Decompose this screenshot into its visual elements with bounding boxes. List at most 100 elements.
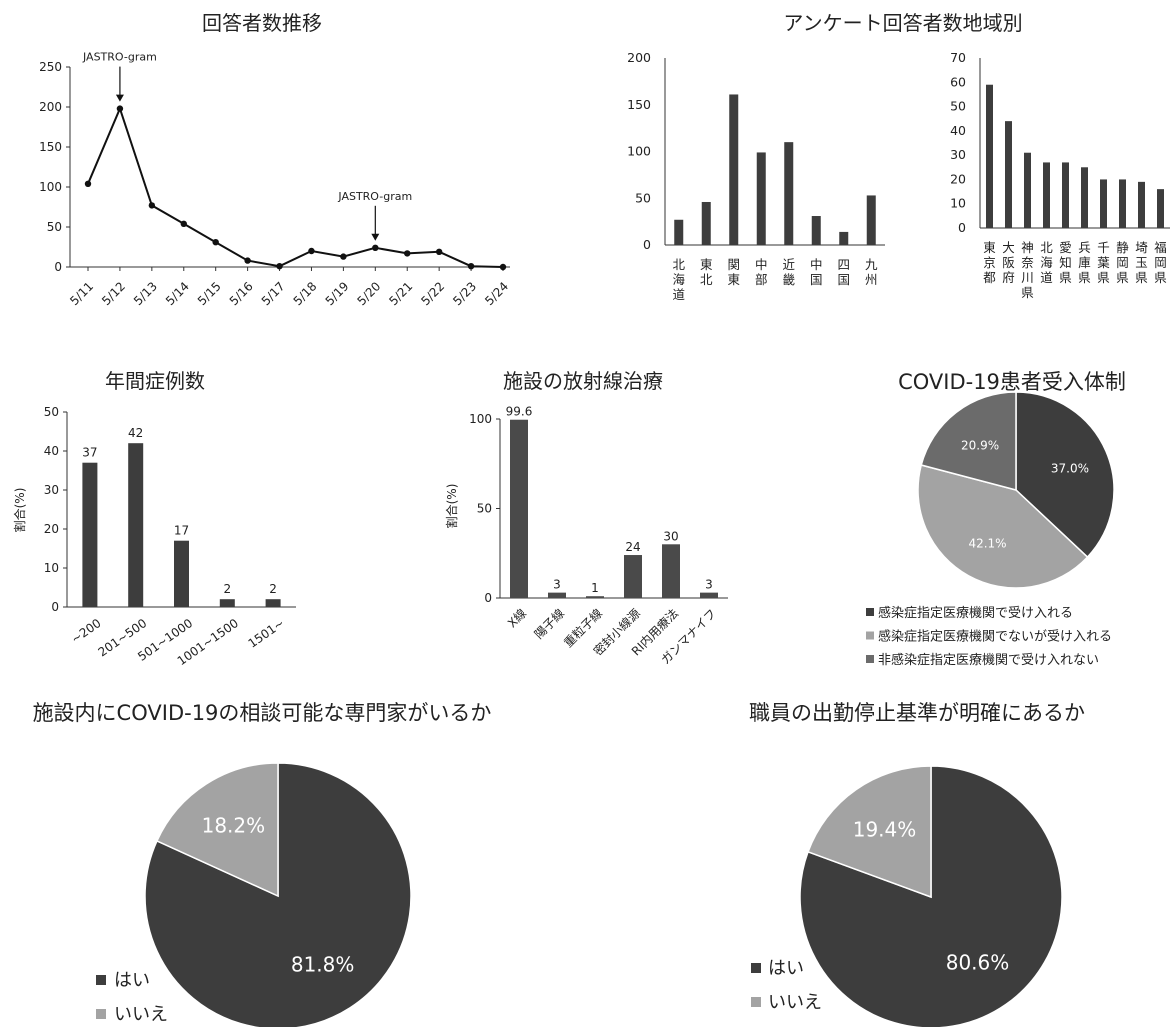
region-ytick-label: 100: [627, 144, 651, 159]
cases-bar: [265, 599, 281, 607]
trend-xtick-label: 5/13: [131, 279, 160, 308]
covid-accept-legend-swatch: [866, 608, 874, 616]
cases-data-label: 37: [82, 446, 97, 460]
facility-xtick-label: 陽子線: [531, 606, 567, 642]
expert-title: 施設内にCOVID-19の相談可能な専門家がいるか: [33, 701, 492, 725]
pref-bar: [1043, 162, 1050, 228]
facility-data-label: 30: [663, 529, 678, 543]
region-xtick-label: 関東: [727, 257, 740, 287]
trend-xtick-label: 5/15: [195, 279, 224, 308]
trend-xtick-label: 5/19: [323, 279, 352, 308]
covid-accept-slice: [1015, 391, 1115, 559]
facility-bar: [548, 592, 566, 598]
region-xtick-label: 中部: [755, 257, 768, 287]
staff-title: 職員の出勤停止基準が明確にあるか: [749, 701, 1085, 725]
trend-point: [212, 239, 219, 246]
region-bar: [674, 219, 684, 245]
facility-data-label: 3: [553, 578, 561, 592]
cases-ytick-label: 50: [44, 405, 59, 419]
facility-ytick-label: 0: [484, 591, 492, 605]
pref-bar: [1157, 189, 1164, 228]
expert-legend-swatch: [96, 975, 106, 985]
pref-xtick-label: 兵庫県: [1078, 240, 1091, 285]
region-ytick-label: 150: [627, 97, 651, 112]
facility-title: 施設の放射線治療: [503, 369, 663, 393]
region-xtick-label: 東北: [700, 257, 713, 287]
pref-ytick-label: 0: [958, 220, 966, 235]
region-bar: [784, 142, 794, 245]
trend-point: [308, 247, 315, 255]
region-bar: [839, 231, 849, 245]
facility-ytick-label: 50: [477, 502, 492, 516]
cases-data-label: 17: [174, 524, 189, 538]
region-ytick-label: 200: [627, 50, 651, 65]
covid-accept-legend-label: 感染症指定医療機関でないが受け入れる: [878, 629, 1112, 645]
region-bar: [811, 216, 821, 245]
pref-ytick-label: 20: [950, 171, 966, 186]
pref-xtick-label: 大阪府: [1002, 240, 1015, 285]
trend-xtick-label: 5/17: [259, 279, 288, 308]
cases-bar: [128, 443, 144, 607]
cases-data-label: 42: [128, 426, 143, 440]
cases-data-label: 2: [223, 582, 231, 596]
trend-ytick-label: 50: [47, 220, 62, 234]
trend-xtick-label: 5/14: [163, 279, 192, 308]
pref-bar: [1119, 179, 1126, 228]
expert-legend-label: いいえ: [114, 1004, 168, 1025]
pref-xtick-label: 福岡県: [1154, 240, 1167, 285]
region-xtick-label: 北海道: [672, 257, 685, 302]
trend-point: [435, 248, 443, 255]
pref-bar: [1062, 162, 1069, 228]
cases-data-label: 2: [269, 582, 277, 596]
facility-bar: [662, 544, 680, 598]
trend-ytick-label: 150: [39, 140, 62, 154]
region-xtick-label: 近畿: [782, 257, 795, 287]
region-xtick-label: 中国: [810, 257, 823, 287]
pref-ytick-label: 30: [950, 147, 966, 162]
region-ytick-label: 50: [635, 190, 651, 205]
trend-xtick-label: 5/22: [418, 279, 447, 308]
pref-xtick-label: 愛知県: [1059, 240, 1072, 285]
staff-legend-swatch: [751, 963, 761, 973]
trend-xtick-label: 5/23: [450, 279, 479, 308]
cases-bar: [82, 462, 98, 607]
cases-title: 年間症例数: [105, 369, 205, 393]
jastro-annotation-arrowhead: [371, 233, 380, 241]
facility-ytick-label: 100: [469, 412, 492, 426]
region-xtick-label: 九州: [865, 257, 878, 287]
trend-ytick-label: 250: [39, 60, 62, 74]
trend-xtick-label: 5/16: [227, 279, 256, 308]
facility-bar: [510, 419, 528, 598]
staff-legend-label: いいえ: [768, 992, 822, 1013]
covid-accept-slice-label: 20.9%: [961, 438, 999, 452]
region-title: アンケート回答者数地域別: [783, 11, 1022, 35]
covid-accept-legend-swatch: [866, 655, 874, 663]
trend-series-line: [87, 105, 504, 268]
trend-point: [372, 244, 379, 251]
cases-xtick-label: 1501~: [246, 616, 287, 651]
cases-ytick-label: 0: [51, 600, 59, 614]
trend-point: [499, 263, 507, 271]
staff-legend-label: はい: [768, 958, 804, 979]
cases-xtick-label: ~200: [69, 616, 104, 646]
pref-bar: [1138, 181, 1145, 228]
pref-xtick-label: 神奈川県: [1021, 240, 1034, 300]
covid-accept-legend-label: 非感染症指定医療機関で受け入れない: [878, 652, 1099, 668]
pref-ytick-label: 10: [950, 196, 966, 211]
facility-data-label: 99.6: [506, 405, 533, 419]
covid-accept-slice: [920, 391, 1017, 491]
cases-ytick-label: 40: [44, 444, 59, 458]
trend-point: [340, 253, 347, 260]
pref-xtick-label: 千葉県: [1097, 240, 1110, 285]
pref-xtick-label: 北海道: [1040, 240, 1053, 285]
trend-ytick-label: 200: [39, 100, 62, 114]
facility-xtick-label: X線: [504, 606, 529, 631]
trend-point: [84, 180, 92, 187]
trend-point: [404, 250, 411, 257]
pref-bar: [1100, 179, 1107, 228]
covid-accept-legend-label: 感染症指定医療機関で受け入れる: [878, 605, 1073, 621]
covid-accept-title: COVID-19患者受入体制: [898, 370, 1126, 394]
covid-accept-legend-swatch: [866, 631, 874, 640]
expert-slice-label: 18.2%: [202, 814, 266, 838]
pref-ytick-label: 50: [950, 99, 966, 114]
